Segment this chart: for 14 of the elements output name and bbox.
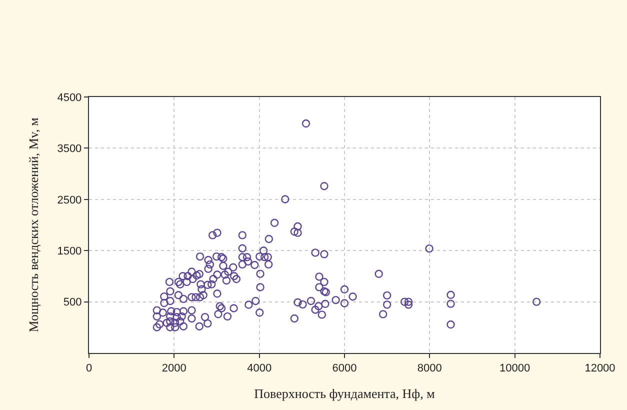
x-tick-label: 2000 bbox=[162, 362, 186, 374]
y-axis-title: Мощность вендских отложений, Мv, м bbox=[26, 118, 42, 332]
y-tick-label: 1500 bbox=[57, 245, 82, 258]
y-tick-label: 500 bbox=[63, 296, 82, 309]
x-tick-label: 6000 bbox=[332, 362, 357, 374]
x-axis-title: Поверхность фундамента, Нф, м bbox=[254, 386, 435, 401]
x-tick-label: 10000 bbox=[500, 362, 530, 374]
y-tick-label: 4500 bbox=[57, 92, 82, 104]
y-tick-label: 3500 bbox=[57, 143, 82, 156]
y-tick-label: 2500 bbox=[57, 194, 82, 206]
x-tick-label: 0 bbox=[86, 362, 92, 374]
x-tick-label: 8000 bbox=[417, 362, 442, 374]
x-tick-label: 4000 bbox=[247, 362, 272, 374]
x-tick-label: 12000 bbox=[584, 362, 616, 374]
